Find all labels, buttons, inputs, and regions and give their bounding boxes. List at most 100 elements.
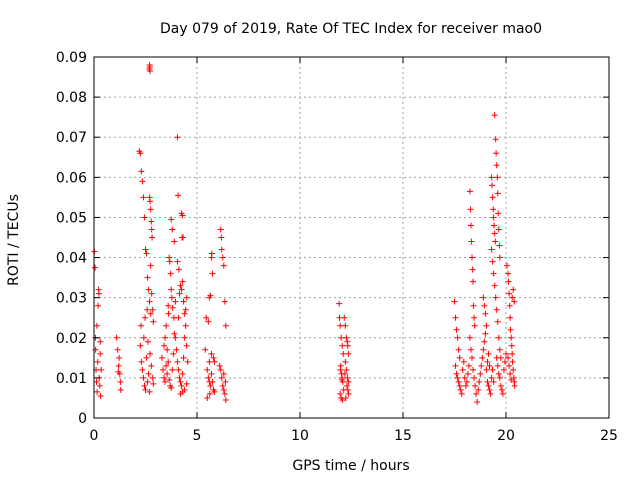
x-tick-label: 20 <box>497 428 515 444</box>
data-point <box>150 380 157 387</box>
data-points <box>91 62 518 405</box>
data-point <box>466 188 473 195</box>
data-point <box>511 298 518 305</box>
data-point <box>460 358 467 365</box>
data-point <box>182 322 189 329</box>
data-point <box>211 358 218 365</box>
data-point <box>344 374 351 381</box>
data-point <box>220 262 227 269</box>
data-point <box>338 334 345 341</box>
data-point <box>463 378 470 385</box>
data-point <box>171 330 178 337</box>
data-point <box>137 342 144 349</box>
data-point <box>144 274 151 281</box>
data-point <box>166 376 173 383</box>
data-point <box>454 374 461 381</box>
data-point <box>117 378 124 385</box>
data-point <box>175 314 182 321</box>
data-point <box>168 216 175 223</box>
y-tick-label: 0.08 <box>56 90 87 106</box>
data-point <box>179 234 186 241</box>
data-point <box>493 150 500 157</box>
data-point <box>182 306 189 313</box>
data-point <box>485 350 492 357</box>
data-point <box>494 362 501 369</box>
data-point <box>165 358 172 365</box>
data-point <box>488 182 495 189</box>
data-point <box>218 374 225 381</box>
data-point <box>499 390 506 397</box>
data-point <box>183 380 190 387</box>
data-point <box>216 362 223 369</box>
data-point <box>97 338 104 345</box>
data-point <box>464 370 471 377</box>
data-point <box>482 310 489 317</box>
y-tick-label: 0.02 <box>56 331 87 347</box>
data-point <box>171 238 178 245</box>
data-point <box>452 362 459 369</box>
data-point <box>456 382 463 389</box>
data-point <box>147 206 154 213</box>
data-point <box>339 396 346 403</box>
data-point <box>206 358 213 365</box>
data-point <box>509 358 516 365</box>
data-point <box>164 370 171 377</box>
data-point <box>510 286 517 293</box>
data-point <box>496 374 503 381</box>
data-point <box>203 314 210 321</box>
data-point <box>510 366 517 373</box>
data-point <box>146 388 153 395</box>
data-point <box>337 366 344 373</box>
data-point <box>469 266 476 273</box>
data-point <box>495 370 502 377</box>
data-point <box>494 174 501 181</box>
data-point <box>459 366 466 373</box>
y-tick-label: 0.01 <box>56 371 87 387</box>
data-point <box>160 366 167 373</box>
data-point <box>142 314 149 321</box>
x-axis-label: GPS time / hours <box>292 458 409 474</box>
data-point <box>501 358 508 365</box>
data-point <box>489 258 496 265</box>
data-point <box>507 370 514 377</box>
data-point <box>506 290 513 297</box>
data-point <box>175 366 182 373</box>
data-point <box>139 366 146 373</box>
data-point <box>337 390 344 397</box>
data-point <box>503 350 509 357</box>
data-point <box>92 264 99 271</box>
data-point <box>142 246 149 253</box>
data-point <box>488 246 495 253</box>
data-point <box>469 254 476 261</box>
data-point <box>222 322 229 329</box>
data-point <box>508 334 515 341</box>
data-point <box>204 394 211 401</box>
data-point <box>217 366 224 373</box>
data-point <box>140 334 147 341</box>
data-point <box>94 358 101 365</box>
data-point <box>470 278 477 285</box>
data-point <box>496 346 503 353</box>
data-point <box>145 370 152 377</box>
data-point <box>455 378 462 385</box>
data-point <box>209 378 216 385</box>
data-point <box>482 330 489 337</box>
data-point <box>471 314 478 321</box>
data-point <box>147 198 154 205</box>
data-point <box>219 382 226 389</box>
data-point <box>204 366 211 373</box>
data-point <box>467 346 474 353</box>
data-point <box>491 230 498 237</box>
data-point <box>484 358 491 365</box>
data-point <box>144 306 151 313</box>
data-point <box>451 298 458 305</box>
data-point <box>337 322 344 329</box>
data-point <box>469 354 476 361</box>
data-point <box>341 370 348 377</box>
data-point <box>491 282 498 289</box>
data-point <box>147 262 154 269</box>
data-point <box>141 214 148 221</box>
data-point <box>143 354 150 361</box>
data-point <box>457 386 464 393</box>
